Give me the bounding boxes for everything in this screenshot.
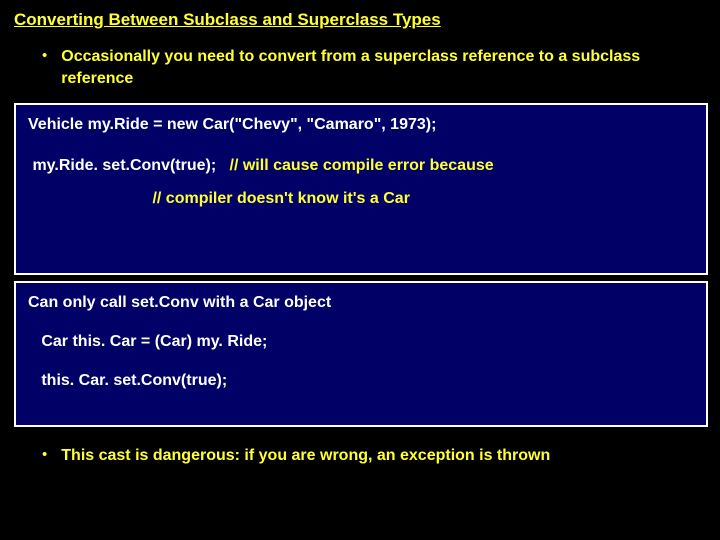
bullet-text: Occasionally you need to convert from a … [61, 46, 706, 89]
bullet-text: This cast is dangerous: if you are wrong… [61, 445, 550, 467]
code-line: Vehicle my.Ride = new Car("Chevy", "Cama… [28, 115, 694, 136]
bullet-item-2: • This cast is dangerous: if you are wro… [42, 445, 706, 467]
code-line: this. Car. set.Conv(true); [28, 371, 694, 392]
code-line: Car this. Car = (Car) my. Ride; [28, 332, 694, 353]
code-comment: // will cause compile error because [230, 157, 494, 174]
slide-title: Converting Between Subclass and Supercla… [14, 10, 706, 30]
bullet-dot-icon: • [42, 46, 47, 89]
code-line: // compiler doesn't know it's a Car [28, 189, 694, 210]
bullet-item-1: • Occasionally you need to convert from … [42, 46, 706, 89]
code-comment: // compiler doesn't know it's a Car [28, 190, 410, 207]
code-line: my.Ride. set.Conv(true); // will cause c… [28, 156, 694, 177]
code-line: Can only call set.Conv with a Car object [28, 293, 694, 314]
code-box-1: Vehicle my.Ride = new Car("Chevy", "Cama… [14, 103, 708, 275]
code-box-2: Can only call set.Conv with a Car object… [14, 281, 708, 427]
bullet-dot-icon: • [42, 445, 47, 467]
